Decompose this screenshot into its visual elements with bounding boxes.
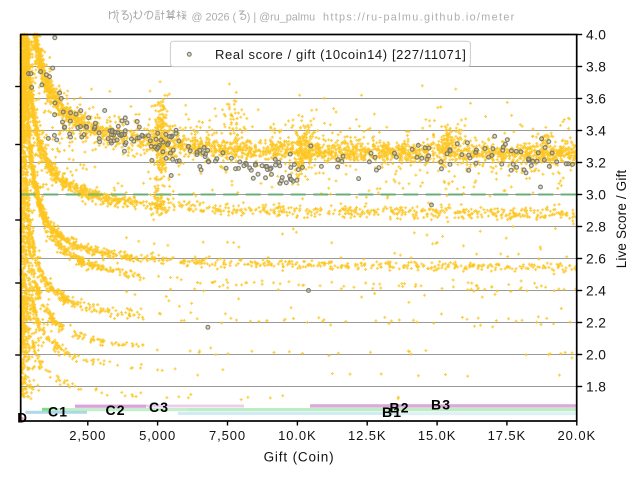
svg-text:C2: C2: [106, 402, 126, 418]
svg-text:2.2: 2.2: [586, 315, 606, 330]
svg-text:Gift (Coin): Gift (Coin): [264, 450, 335, 465]
svg-text:(: (: [116, 11, 120, 23]
svg-text:C3: C3: [149, 399, 169, 415]
svg-text:C1: C1: [48, 404, 68, 420]
svg-text:B1: B1: [382, 404, 402, 420]
svg-text:15.0K: 15.0K: [418, 428, 456, 443]
svg-text:2.6: 2.6: [586, 251, 606, 266]
svg-text:3.0: 3.0: [586, 187, 606, 202]
svg-text:https://ru-palmu.github.io/met: https://ru-palmu.github.io/meter: [323, 11, 516, 23]
svg-text:B2: B2: [390, 400, 410, 416]
svg-text:B3: B3: [431, 397, 451, 413]
svg-text:2.8: 2.8: [586, 219, 606, 234]
svg-text:) | @ru_palmu: ) | @ru_palmu: [247, 11, 315, 23]
svg-text:Real score / gift (10coin14) [: Real score / gift (10coin14) [227/11071]: [215, 47, 466, 62]
svg-text:5,000: 5,000: [139, 428, 176, 443]
svg-text:2.0: 2.0: [586, 347, 606, 362]
svg-text:20.0K: 20.0K: [558, 428, 596, 443]
svg-text:3.8: 3.8: [586, 59, 606, 74]
svg-text:12.5K: 12.5K: [348, 428, 386, 443]
svg-text:1.8: 1.8: [586, 379, 606, 394]
svg-text:): ): [129, 11, 133, 23]
svg-text:10.0K: 10.0K: [278, 428, 316, 443]
svg-text:Live Score / Gift: Live Score / Gift: [614, 170, 629, 269]
svg-text:7,500: 7,500: [209, 428, 246, 443]
svg-text:3.4: 3.4: [586, 123, 606, 138]
svg-text:3.2: 3.2: [586, 155, 606, 170]
svg-text:4.0: 4.0: [586, 27, 606, 42]
svg-text:3.6: 3.6: [586, 91, 606, 106]
svg-text:2.4: 2.4: [586, 283, 606, 298]
svg-text:17.5K: 17.5K: [488, 428, 526, 443]
svg-text:2,500: 2,500: [69, 428, 106, 443]
svg-text:D: D: [17, 410, 27, 425]
svg-text:@ 2026 (: @ 2026 (: [192, 11, 237, 23]
